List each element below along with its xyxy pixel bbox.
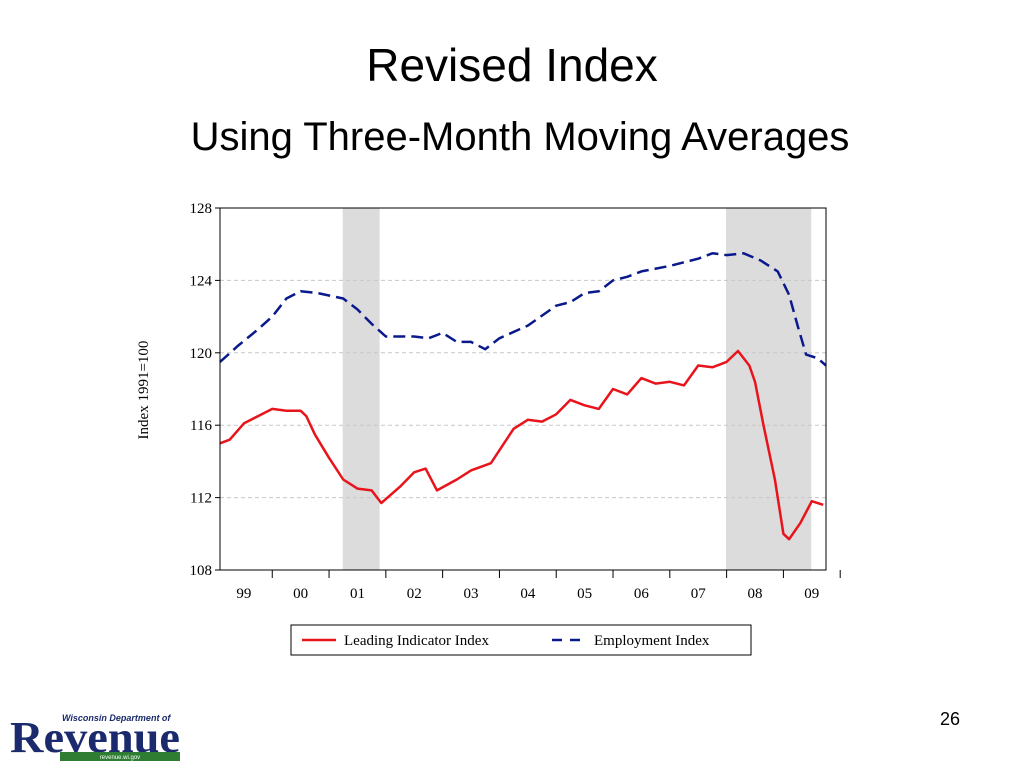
legend-box — [290, 624, 752, 656]
x-tick-label: 03 — [464, 586, 479, 602]
legend-label: Leading Indicator Index — [344, 633, 489, 649]
y-tick-label: 128 — [190, 201, 213, 217]
logo-bg — [10, 710, 182, 754]
logo-top: Wisconsin Department of — [62, 713, 171, 723]
x-tick-label: 06 — [634, 586, 650, 602]
plot: 108 112 116 120 124 128 99 00 01 02 03 04 05 06 07 08 09… — [190, 201, 841, 656]
plot-frame — [219, 207, 827, 571]
slide-title: Revised Index — [366, 39, 658, 91]
logo-bar — [60, 752, 180, 761]
slide-subtitle: Using Three-Month Moving Averages — [191, 115, 850, 159]
x-tick-label: 08 — [748, 586, 763, 602]
x-tick-label: 02 — [407, 586, 422, 602]
x-tick-label: 05 — [577, 586, 592, 602]
x-tick-label: 99 — [236, 586, 251, 602]
legend-label: Employment Index — [594, 633, 710, 649]
recession-shade — [342, 208, 380, 570]
x-tick-label: 01 — [350, 586, 365, 602]
y-axis-label: Index 1991=100 — [136, 341, 152, 440]
y-tick-label: 120 — [190, 346, 213, 362]
y-tick-label: 108 — [190, 563, 213, 579]
y-tick-label: 112 — [190, 491, 212, 507]
recession-shade — [726, 208, 812, 570]
series-line — [219, 349, 824, 541]
x-tick-label: 07 — [691, 586, 707, 602]
logo: Wisconsin Department of Revenue revenue.… — [10, 710, 182, 762]
y-tick-label: 116 — [190, 418, 212, 434]
series-line — [219, 252, 827, 367]
page-number: 26 — [940, 709, 960, 729]
x-tick-label: 09 — [804, 586, 819, 602]
y-tick-label: 124 — [190, 273, 213, 289]
legend: Leading Indicator Index Employment Index — [290, 624, 752, 656]
x-tick-label: 00 — [293, 586, 308, 602]
logo-url: revenue.wi.gov — [100, 755, 140, 761]
x-tick-label: 04 — [520, 586, 536, 602]
